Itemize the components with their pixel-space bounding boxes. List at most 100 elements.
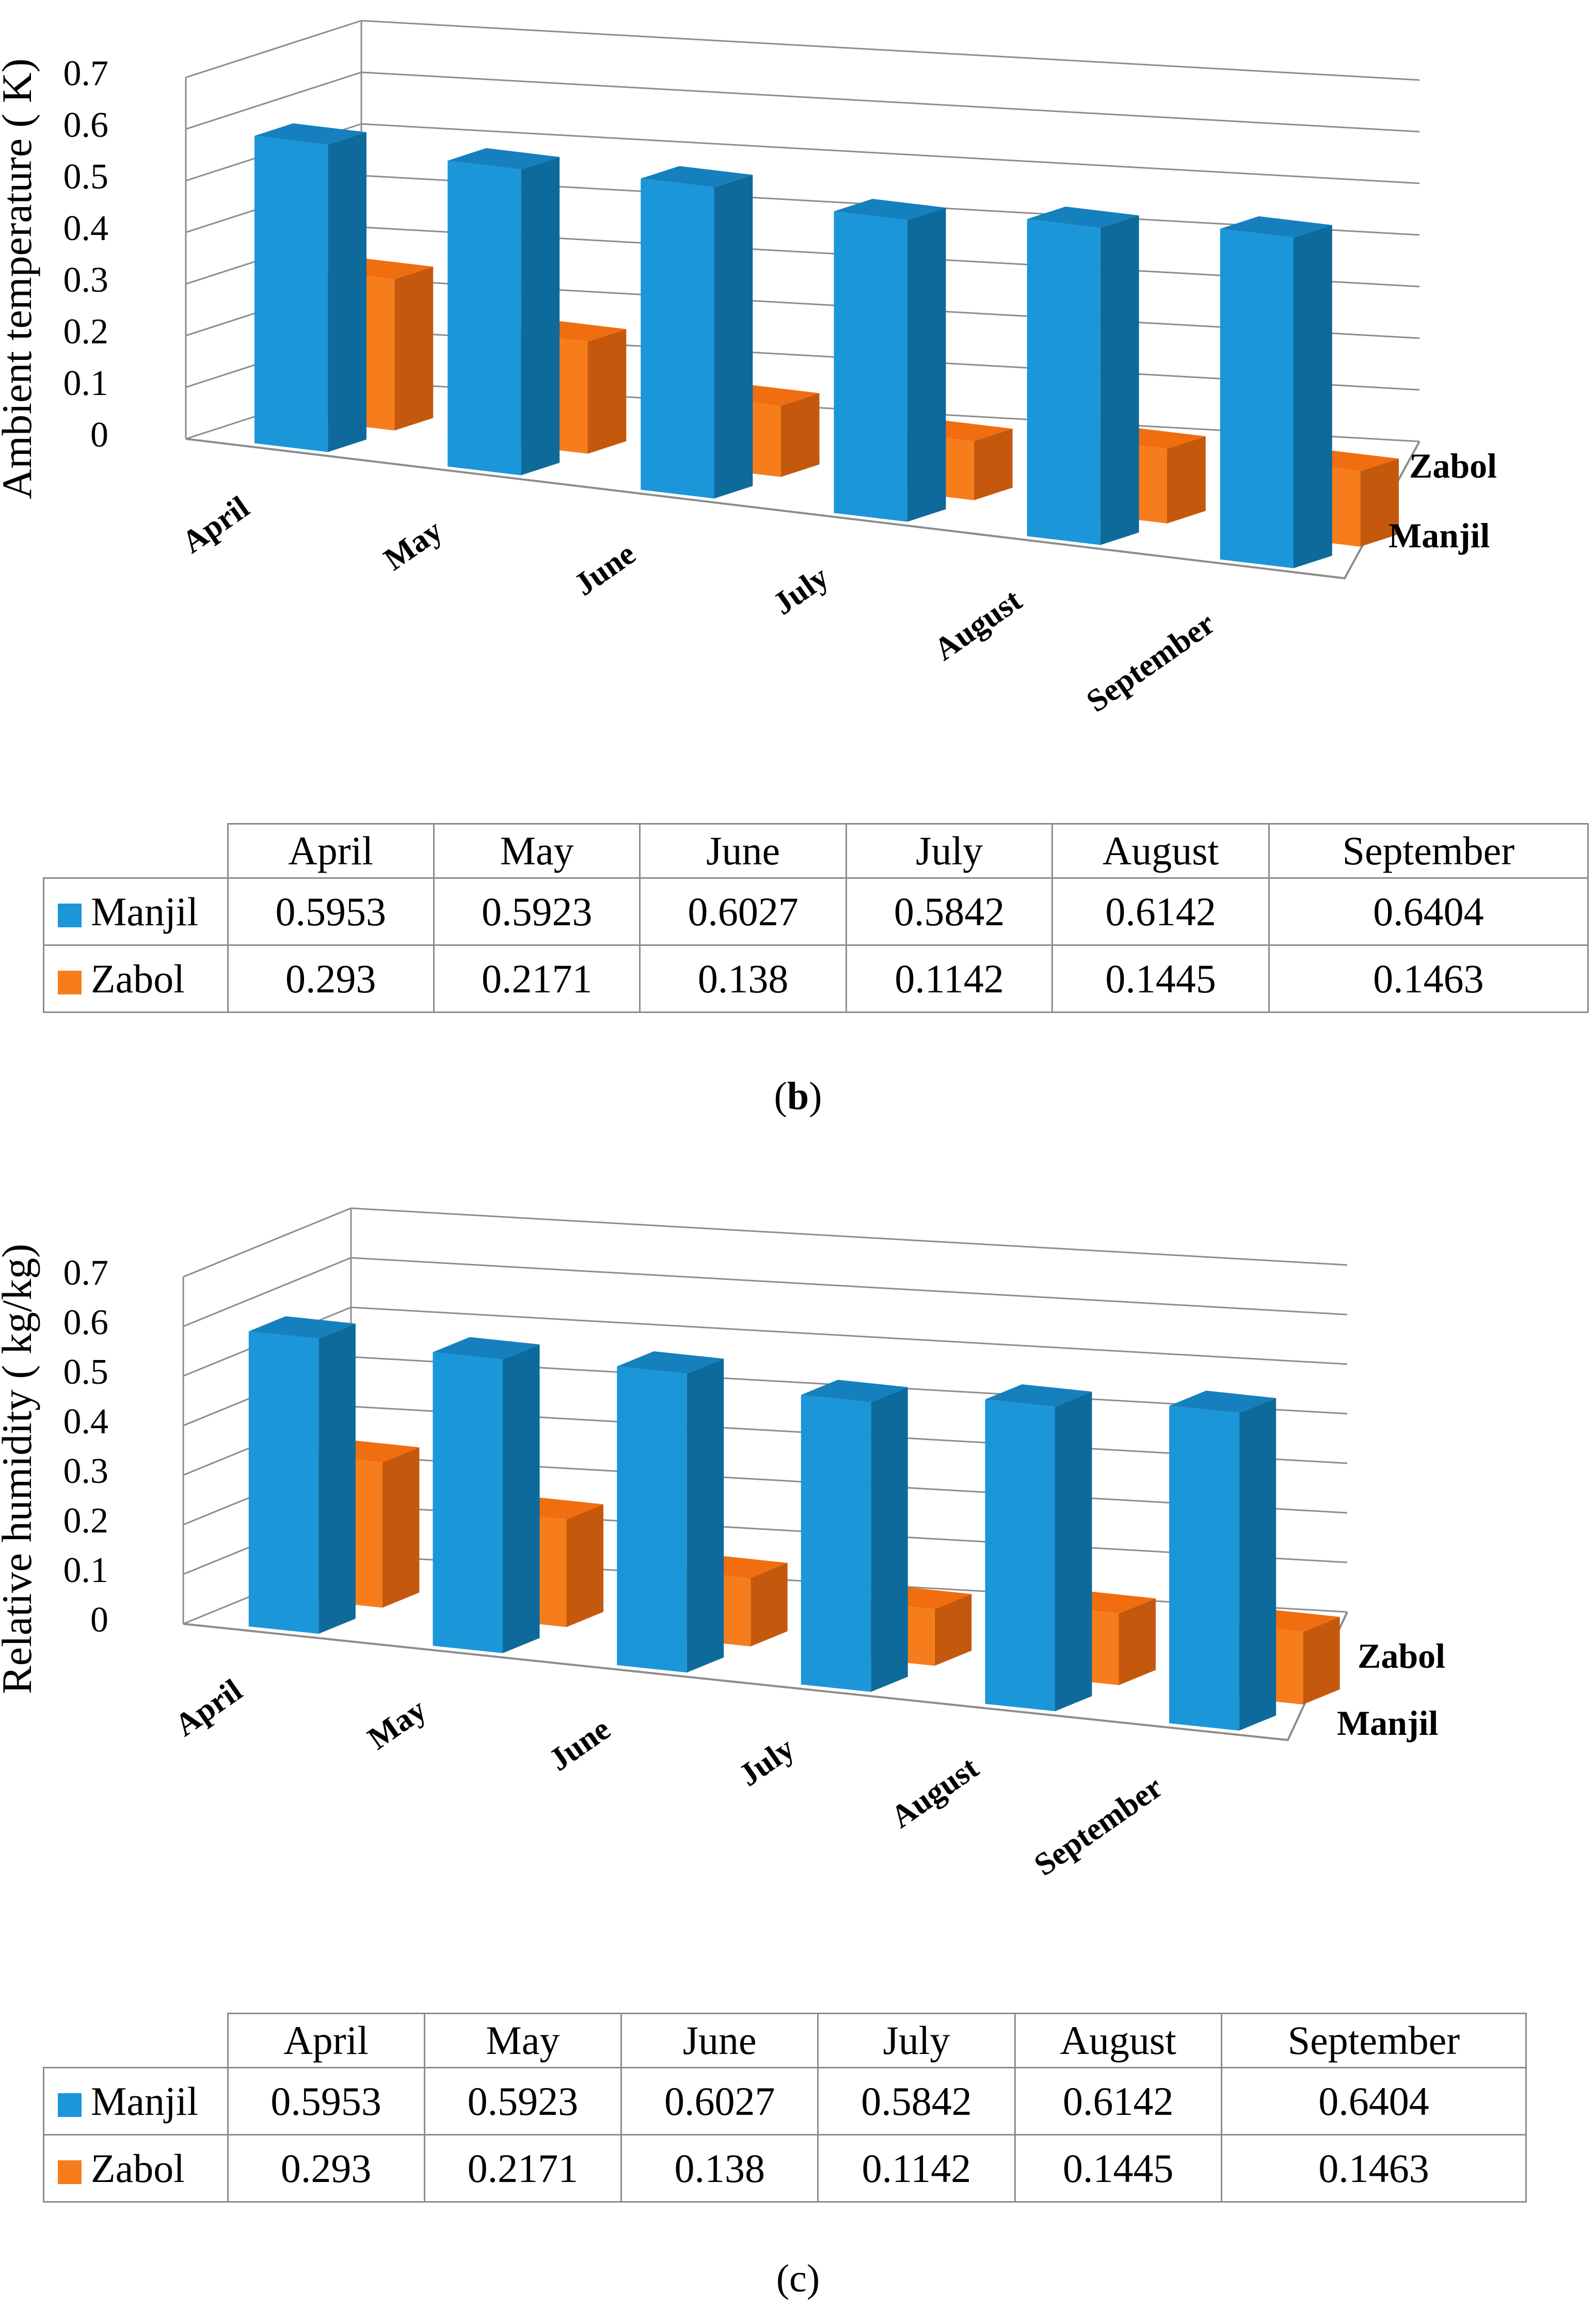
bar-side	[503, 1344, 540, 1653]
manjil-swatch	[58, 903, 82, 927]
caption-letter: c	[789, 2257, 807, 2300]
y-tick-label: 0.2	[63, 1501, 109, 1541]
table-cell: 0.6404	[1268, 877, 1589, 946]
chart-c: 0 0.1 0.2 0.3 0.4 0.5 0.6 0.7 Relative humidity …	[0, 1207, 1445, 1883]
y-ticks: 0 0.1 0.2 0.3 0.4 0.5 0.6 0.7	[63, 1253, 109, 1640]
table-corner	[43, 2013, 229, 2068]
bar-manjil-september	[1169, 1390, 1276, 1731]
bar-side	[907, 208, 946, 522]
bar-manjil-april	[254, 123, 366, 452]
bar-top	[1169, 1390, 1276, 1413]
y-tick-label: 0.3	[63, 260, 109, 300]
table-header-cell: September	[1268, 823, 1589, 879]
bar-side	[1294, 225, 1332, 568]
bar-manjil-july	[834, 199, 946, 522]
y-ticks: 0 0.1 0.2 0.3 0.4 0.5 0.6 0.7	[63, 54, 109, 455]
bar-top	[985, 1384, 1092, 1407]
zabol-swatch	[58, 2160, 82, 2184]
legend-label: Zabol	[91, 2145, 185, 2191]
y-tick-label: 0.6	[63, 105, 109, 145]
table-cell: 0.1445	[1051, 944, 1270, 1013]
y-tick-label: 0	[90, 415, 108, 455]
bar-side	[1360, 458, 1399, 547]
bar-manjil-august	[985, 1384, 1092, 1712]
caption-b: (b)	[774, 1074, 822, 1118]
bar-manjil-may	[448, 148, 560, 476]
table-header-cell: August	[1014, 2013, 1222, 2068]
bar-front	[617, 1366, 687, 1673]
bar-manjil-may	[433, 1337, 540, 1653]
table-header-row: April May June July August September	[43, 2013, 1527, 2068]
bar-side	[1055, 1391, 1092, 1712]
x-tick-label: August	[885, 1750, 985, 1835]
bar-front	[834, 211, 907, 522]
table-row: Zabol 0.293 0.2171 0.138 0.1142 0.1445 0…	[43, 2134, 1527, 2203]
side-gridline	[185, 71, 362, 130]
bar-side	[780, 393, 820, 477]
x-tick-label: July	[732, 1731, 801, 1793]
y-tick-label: 0.7	[63, 1253, 109, 1293]
bar-side	[328, 132, 366, 452]
table-cell: 0.1142	[817, 2134, 1016, 2203]
gridline	[361, 71, 1420, 133]
bar-side	[394, 266, 434, 431]
table-cell: 0.293	[227, 2134, 425, 2203]
bar-side	[871, 1387, 908, 1692]
table-row: Manjil 0.5953 0.5923 0.6027 0.5842 0.614…	[43, 877, 1589, 946]
bar-top	[254, 123, 366, 145]
y-tick-label: 0.7	[63, 54, 109, 93]
legend-manjil: Manjil	[43, 2067, 229, 2136]
bar-side	[934, 1594, 972, 1666]
data-table-c: April May June July August September Man…	[43, 2013, 1527, 2203]
bar-side	[521, 157, 560, 476]
legend-label: Zabol	[91, 956, 185, 1001]
depth-axis-label: Manjil	[1388, 516, 1490, 555]
table-cell: 0.1142	[845, 944, 1054, 1013]
gridline	[361, 20, 1420, 81]
x-tick-label: September	[1028, 1769, 1169, 1883]
table-header-cell: September	[1220, 2013, 1527, 2068]
chart-b: 0 0.1 0.2 0.3 0.4 0.5 0.6 0.7 Ambient temperatur…	[0, 20, 1497, 719]
table-cell: 0.5842	[845, 877, 1054, 946]
gridline	[361, 123, 1420, 184]
bar-top	[433, 1337, 540, 1360]
bar-top	[834, 199, 946, 220]
bar-front	[448, 161, 521, 476]
zabol-swatch	[58, 970, 82, 994]
table-cell: 0.1463	[1220, 2134, 1527, 2203]
depth-axis-label: Zabol	[1358, 1636, 1445, 1675]
depth-axis-label: Zabol	[1409, 446, 1497, 485]
legend-zabol: Zabol	[43, 944, 229, 1013]
bar-top	[1027, 207, 1139, 228]
table-cell: 0.138	[639, 944, 847, 1013]
x-tick-label: September	[1080, 606, 1221, 719]
bar-top	[801, 1380, 908, 1402]
y-tick-label: 0.4	[63, 1402, 109, 1442]
table-cell: 0.5842	[817, 2067, 1016, 2136]
table-header-cell: July	[817, 2013, 1016, 2068]
table-cell: 0.5953	[227, 877, 435, 946]
x-tick-label: May	[361, 1692, 433, 1757]
bar-manjil-august	[1027, 207, 1139, 545]
table-cell: 0.293	[227, 944, 435, 1013]
table-cell: 0.1445	[1014, 2134, 1222, 2203]
table-corner	[43, 824, 229, 879]
table-cell: 0.2171	[433, 944, 641, 1013]
bar-front	[985, 1399, 1055, 1712]
depth-axis-label: Manjil	[1337, 1703, 1438, 1743]
bar-side	[587, 329, 627, 454]
x-tick-label: May	[378, 513, 449, 577]
gridline	[350, 1257, 1348, 1316]
table-cell: 0.5923	[433, 877, 641, 946]
gridline	[350, 1306, 1348, 1365]
legend-label: Manjil	[91, 889, 198, 934]
bar-front	[1220, 229, 1294, 568]
caption-letter: b	[787, 1074, 809, 1118]
table-cell: 0.1463	[1268, 944, 1589, 1013]
bar-side	[1100, 215, 1139, 545]
x-tick-label: April	[169, 1673, 249, 1744]
bar-front	[248, 1331, 319, 1634]
bar-side	[382, 1447, 420, 1608]
table-cell: 0.6027	[639, 877, 847, 946]
bar-top	[248, 1316, 356, 1339]
